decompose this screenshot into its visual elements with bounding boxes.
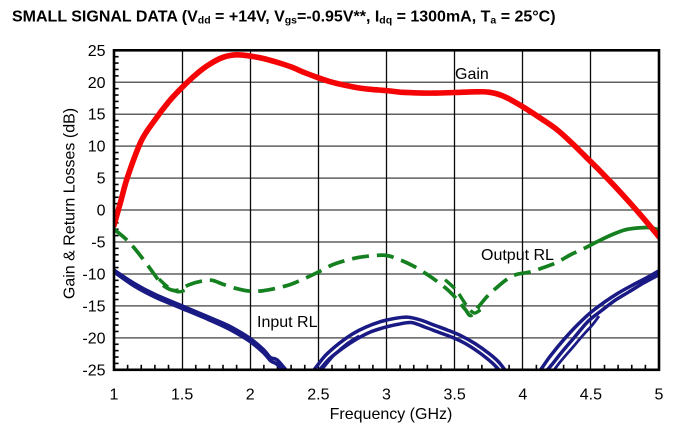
svg-text:3: 3 — [382, 387, 391, 404]
svg-text:4.5: 4.5 — [580, 387, 602, 404]
svg-text:10: 10 — [88, 139, 106, 156]
svg-text:5: 5 — [655, 387, 664, 404]
svg-text:5: 5 — [97, 171, 106, 188]
svg-text:2.5: 2.5 — [307, 387, 329, 404]
svg-text:2: 2 — [246, 387, 255, 404]
svg-text:4: 4 — [518, 387, 527, 404]
svg-text:3.5: 3.5 — [443, 387, 465, 404]
svg-text:Gain & Return Losses (dB): Gain & Return Losses (dB) — [62, 108, 79, 299]
svg-text:Frequency (GHz): Frequency (GHz) — [330, 406, 453, 423]
svg-text:Gain: Gain — [455, 66, 489, 83]
svg-text:15: 15 — [88, 107, 106, 124]
svg-text:Output RL: Output RL — [481, 247, 554, 264]
svg-text:-15: -15 — [82, 298, 105, 315]
svg-text:SMALL SIGNAL DATA (Vdd = +14V,: SMALL SIGNAL DATA (Vdd = +14V, Vgs=-0.95… — [12, 9, 556, 27]
svg-text:-25: -25 — [82, 362, 105, 379]
svg-text:20: 20 — [88, 75, 106, 92]
svg-text:-20: -20 — [82, 330, 105, 347]
svg-text:0: 0 — [97, 203, 106, 220]
svg-text:-10: -10 — [82, 266, 105, 283]
svg-text:Input RL: Input RL — [257, 314, 318, 331]
svg-text:25: 25 — [88, 43, 106, 60]
svg-text:-5: -5 — [91, 235, 105, 252]
svg-text:1.5: 1.5 — [171, 387, 193, 404]
svg-text:1: 1 — [110, 387, 119, 404]
